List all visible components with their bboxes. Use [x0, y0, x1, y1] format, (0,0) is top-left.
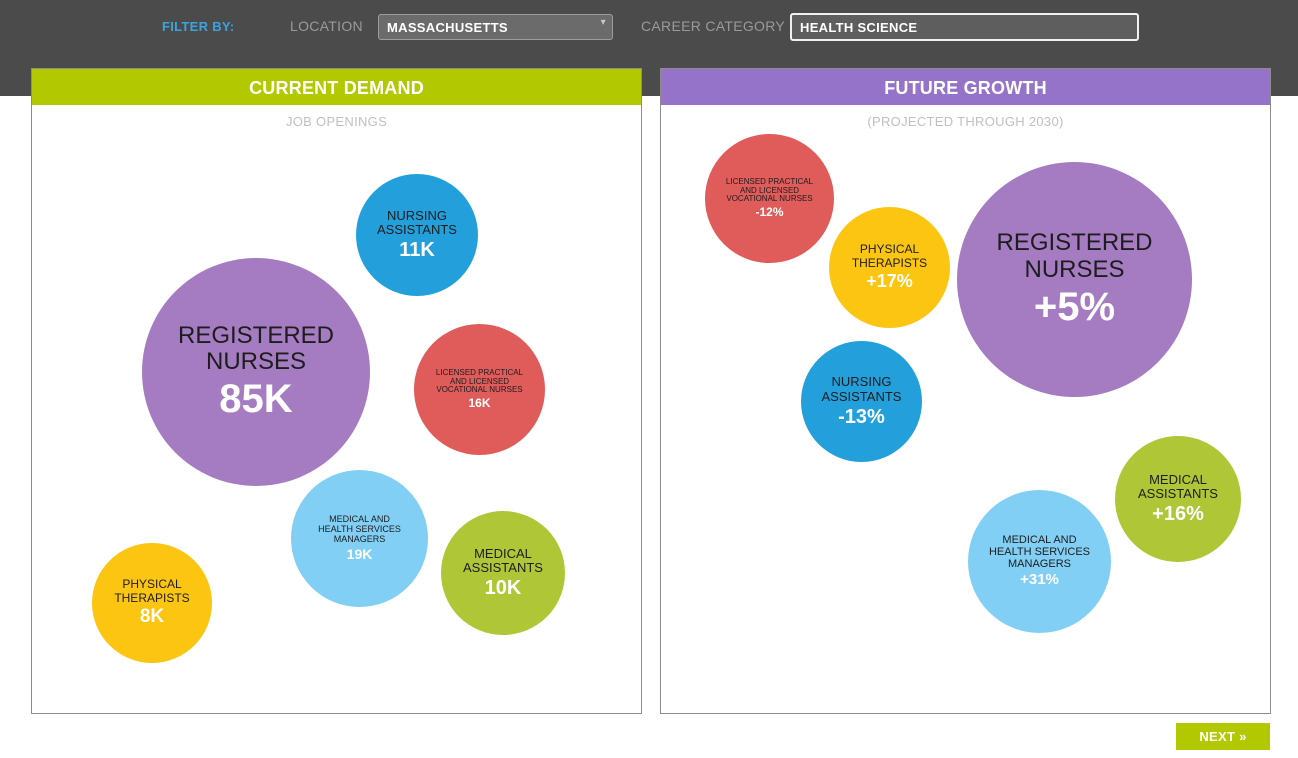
location-label: LOCATION [290, 18, 363, 34]
bubble-label: MEDICAL AND [1002, 534, 1077, 547]
bubble-label: NURSES [1024, 255, 1125, 283]
current-demand-panel: CURRENT DEMAND JOB OPENINGS REGISTERED N… [31, 68, 642, 714]
bubble-label: AND LICENSED [449, 376, 510, 386]
bubble-physical-therapists[interactable]: PHYSICAL THERAPISTS +17% [829, 207, 950, 328]
bubble-label: NURSES [205, 348, 307, 375]
bubble-value: 10K [484, 577, 522, 600]
bubble-label: MEDICAL [474, 545, 532, 561]
career-category-label: CAREER CATEGORY [641, 18, 786, 34]
bubble-physical-therapists[interactable]: PHYSICAL THERAPISTS 8K [92, 543, 212, 663]
location-select-value: MASSACHUSETTS [387, 20, 508, 35]
bubble-label: MEDICAL AND [329, 513, 390, 524]
bubble-licensed-practical-nurses[interactable]: LICENSED PRACTICAL AND LICENSED VOCATION… [705, 134, 834, 263]
bubble-nursing-assistants[interactable]: NURSING ASSISTANTS -13% [801, 341, 922, 462]
future-growth-title: FUTURE GROWTH [661, 69, 1270, 105]
career-category-select[interactable]: HEALTH SCIENCE [790, 13, 1139, 41]
bubble-value: 16K [468, 396, 491, 411]
bubble-label: VOCATIONAL NURSES [436, 385, 523, 395]
bubble-value: +16% [1152, 503, 1204, 526]
bubble-label: PHYSICAL [122, 577, 182, 592]
bubble-medical-assistants[interactable]: MEDICAL ASSISTANTS 10K [441, 511, 565, 635]
bubble-label: HEALTH SERVICES [988, 546, 1091, 559]
bubble-label: MEDICAL [1149, 471, 1207, 487]
bubble-medical-health-services-managers[interactable]: MEDICAL AND HEALTH SERVICES MANAGERS +31… [968, 490, 1111, 633]
bubble-label: ASSISTANTS [377, 222, 457, 237]
future-growth-subtitle: (PROJECTED THROUGH 2030) [867, 114, 1064, 129]
bubble-label: NURSING [831, 374, 892, 390]
bubble-label: AND LICENSED [739, 185, 800, 195]
bubble-label: PHYSICAL [859, 242, 920, 257]
bubble-value: +17% [866, 270, 913, 291]
bubble-value: 85K [219, 377, 293, 422]
bubble-label: LICENSED PRACTICAL [435, 367, 524, 377]
bubble-label: THERAPISTS [851, 255, 928, 270]
current-demand-title: CURRENT DEMAND [32, 69, 641, 105]
bubble-label: NURSING [387, 207, 447, 223]
bubble-nursing-assistants[interactable]: NURSING ASSISTANTS 11K [356, 174, 478, 296]
bubble-label: LICENSED PRACTICAL [725, 176, 814, 186]
bubble-label: VOCATIONAL NURSES [726, 194, 813, 204]
career-category-select-value: HEALTH SCIENCE [800, 20, 918, 35]
bubble-medical-assistants[interactable]: MEDICAL ASSISTANTS +16% [1115, 436, 1241, 562]
bubble-value: +31% [1020, 571, 1059, 589]
bubble-value: -12% [755, 205, 784, 220]
bubble-label: MANAGERS [1008, 558, 1071, 571]
bubble-label: MANAGERS [333, 533, 386, 544]
chevron-down-icon: ▾ [600, 17, 606, 28]
next-button[interactable]: NEXT » [1176, 723, 1270, 750]
bubble-registered-nurses[interactable]: REGISTERED NURSES +5% [957, 162, 1192, 397]
bubble-label: HEALTH SERVICES [318, 523, 401, 534]
bubble-medical-health-services-managers[interactable]: MEDICAL AND HEALTH SERVICES MANAGERS 19K [291, 470, 428, 607]
bubble-label: THERAPISTS [114, 590, 190, 605]
future-growth-panel: FUTURE GROWTH (PROJECTED THROUGH 2030) L… [660, 68, 1271, 714]
bubble-value: 19K [346, 545, 373, 562]
bubble-label: ASSISTANTS [1138, 486, 1218, 501]
bubble-value: 8K [139, 605, 165, 627]
bubble-value: 11K [399, 239, 435, 262]
bubble-label: ASSISTANTS [821, 388, 902, 404]
bubble-registered-nurses[interactable]: REGISTERED NURSES 85K [142, 258, 370, 486]
location-select[interactable]: MASSACHUSETTS ▾ [378, 14, 613, 40]
current-demand-subtitle: JOB OPENINGS [285, 114, 388, 129]
bubble-value: -13% [838, 405, 885, 428]
bubble-label: ASSISTANTS [463, 560, 543, 575]
filter-by-label: FILTER BY: [162, 19, 235, 34]
bubble-value: +5% [1033, 284, 1116, 329]
bubble-label: REGISTERED [177, 321, 335, 349]
bubble-licensed-practical-nurses[interactable]: LICENSED PRACTICAL AND LICENSED VOCATION… [414, 324, 545, 455]
bubble-label: REGISTERED [996, 229, 1153, 257]
